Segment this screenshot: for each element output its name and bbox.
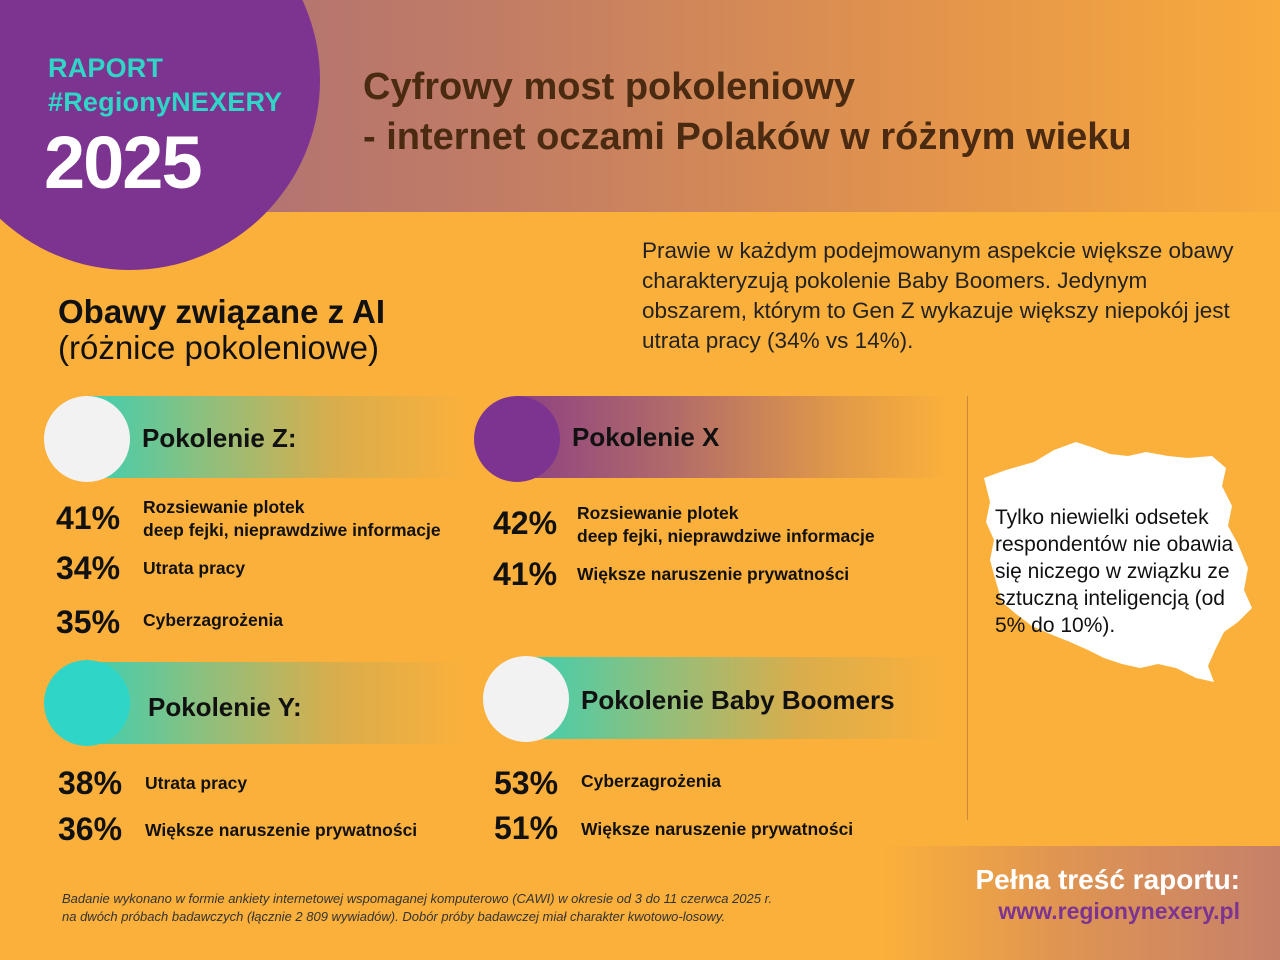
gen-y-label: Pokolenie Y: [148, 692, 302, 722]
gen-x-pct-1: 42% [493, 505, 558, 541]
footnote-line-1: Badanie wykonano w formie ankiety intern… [62, 891, 773, 906]
gen-bb-item-1: Cyberzagrożenia [581, 771, 722, 791]
map-caption: Tylko niewielki odsetek respondentów nie… [995, 506, 1234, 637]
vertical-divider [967, 396, 968, 820]
badge-year: 2025 [44, 121, 203, 204]
gen-x-item-2: Większe naruszenie prywatności [577, 564, 850, 584]
gen-z-pct-3: 35% [56, 604, 121, 640]
gen-x-item-1-line2: deep fejki, nieprawdziwe informacje [577, 526, 875, 546]
page-title: Cyfrowy most pokoleniowy - internet ocza… [363, 62, 1132, 162]
gen-y-item-1: Utrata pracy [145, 773, 248, 793]
gen-bb-label: Pokolenie Baby Boomers [581, 685, 895, 715]
badge-label: RAPORT [48, 53, 164, 83]
gen-z-item-1: Rozsiewanie plotek deep fejki, nieprawdz… [143, 496, 441, 542]
cta-title: Pełna treść raportu: [975, 864, 1240, 895]
gen-x-item-1: Rozsiewanie plotek deep fejki, nieprawdz… [577, 502, 875, 548]
gen-z-banner [88, 396, 468, 478]
gen-z-item-1-line1: Rozsiewanie plotek [143, 497, 305, 517]
gen-z-item-1-line2: deep fejki, nieprawdziwe informacje [143, 520, 441, 540]
footnote-line-2: na dwóch próbach badawczych (łącznie 2 8… [62, 909, 726, 924]
gen-z-item-3: Cyberzagrożenia [143, 610, 284, 630]
gen-x-pct-2: 41% [493, 556, 558, 592]
gen-y-banner [88, 662, 468, 744]
gen-bb-pct-2: 51% [494, 810, 559, 846]
gen-y-pct-2: 36% [58, 811, 123, 847]
gen-z-pct-2: 34% [56, 550, 121, 586]
gen-z-item-2: Utrata pracy [143, 558, 246, 578]
intro-text: Prawie w każdym podejmowanym aspekcie wi… [642, 238, 1234, 353]
poland-map-icon [984, 442, 1252, 682]
gen-bb-pct-1: 53% [494, 765, 559, 801]
gen-bb-circle [483, 656, 569, 742]
section-title: Obawy związane z AI [58, 293, 386, 330]
badge-hashtag: #RegionyNEXERY [48, 87, 283, 117]
gen-x-circle [474, 396, 560, 482]
section-heading: Obawy związane z AI (różnice pokoleniowe… [58, 294, 385, 366]
title-line-2: - internet oczami Polaków w różnym wieku [363, 116, 1132, 158]
report-link[interactable]: www.regionynexery.pl [998, 898, 1240, 924]
gen-y-circle [44, 660, 130, 746]
gen-x-item-1-line1: Rozsiewanie plotek [577, 503, 739, 523]
gen-y-item-2: Większe naruszenie prywatności [145, 820, 418, 840]
methodology-note: Badanie wykonano w formie ankiety intern… [62, 890, 882, 926]
gen-bb-item-2: Większe naruszenie prywatności [581, 819, 854, 839]
gen-bb-banner [526, 657, 946, 739]
gen-z-pct-1: 41% [56, 500, 121, 536]
cta-band [880, 846, 1280, 960]
section-subtitle: (różnice pokoleniowe) [58, 329, 379, 366]
title-line-1: Cyfrowy most pokoleniowy [363, 66, 855, 108]
gen-x-label: Pokolenie X [572, 422, 720, 452]
gen-z-label: Pokolenie Z: [142, 423, 297, 453]
gen-x-banner [518, 396, 948, 478]
gen-z-circle [44, 396, 130, 482]
gen-y-pct-1: 38% [58, 765, 123, 801]
